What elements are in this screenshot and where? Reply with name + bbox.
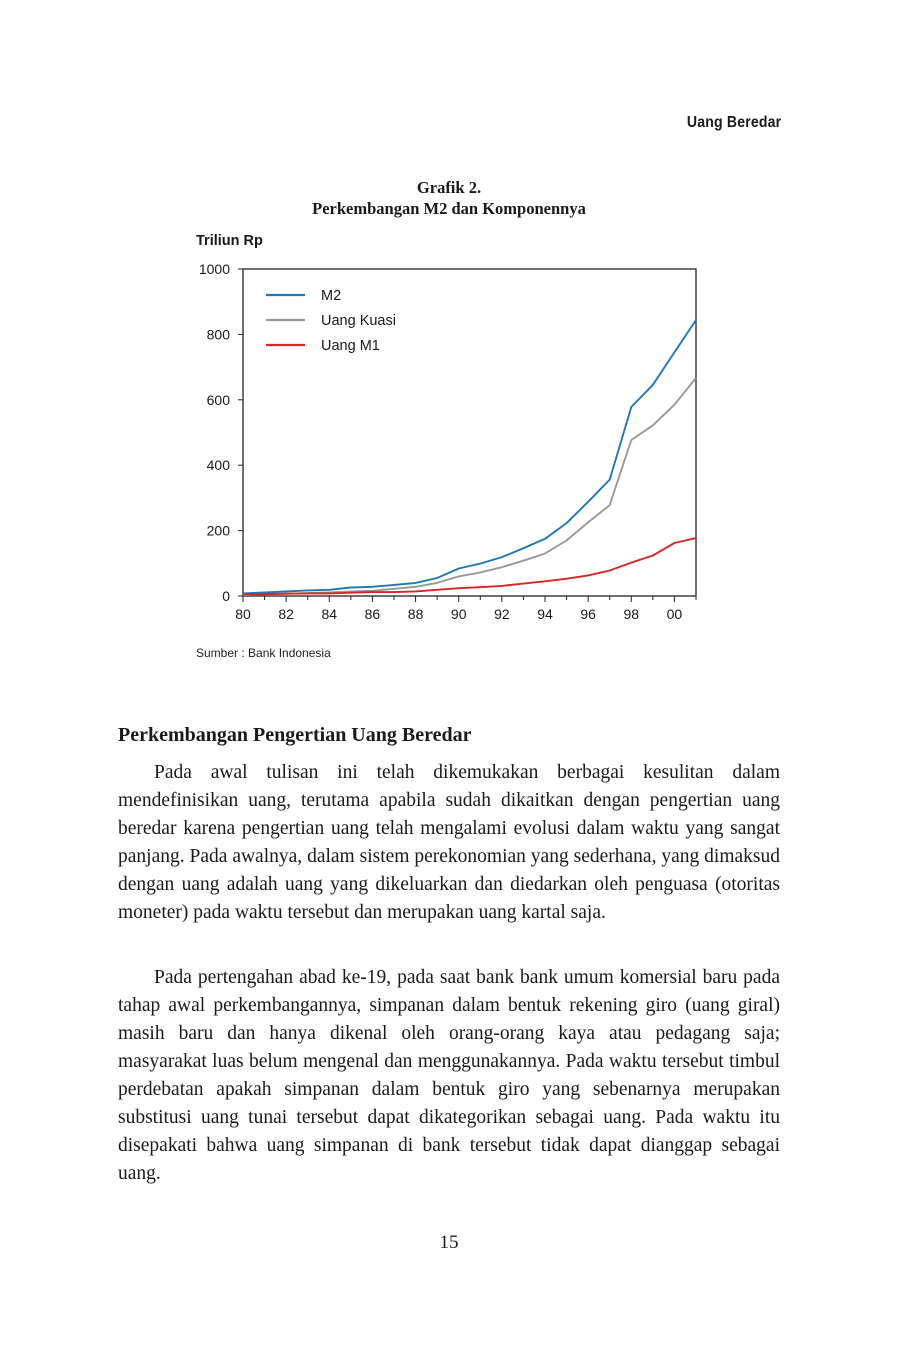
- y-tick-label: 800: [207, 326, 231, 342]
- section-heading: Perkembangan Pengertian Uang Beredar: [118, 724, 472, 746]
- x-tick-label: 92: [494, 606, 510, 622]
- legend-label-uang-m1: Uang M1: [321, 338, 380, 354]
- series-line-uang-kuasi: [242, 377, 697, 596]
- legend-label-m2: M2: [321, 288, 341, 304]
- paragraph-2: Pada pertengahan abad ke-19, pada saat b…: [118, 967, 780, 1184]
- x-tick-label: 94: [537, 606, 553, 622]
- x-tick-label: 00: [667, 606, 683, 622]
- y-tick-label: 600: [207, 392, 231, 408]
- figure-source: Sumber : Bank Indonesia: [196, 646, 331, 660]
- x-tick-label: 98: [623, 606, 639, 622]
- figure-title: Perkembangan M2 dan Komponennya: [312, 199, 586, 218]
- x-tick-label: 82: [278, 606, 294, 622]
- page-number: 15: [439, 1232, 459, 1253]
- line-chart: Triliun Rp 0 200 400 600 800 1000 80 82 84 86 88 9…: [196, 233, 697, 622]
- x-tick-label: 90: [451, 606, 467, 622]
- x-axis-ticks: 80 82 84 86 88 90 92 94 96 98 00: [235, 596, 697, 622]
- series-line-uang-m1: [242, 537, 697, 596]
- plot-frame: [242, 268, 697, 597]
- y-axis-label: Triliun Rp: [196, 233, 263, 249]
- x-tick-label: 96: [580, 606, 596, 622]
- running-header: Uang Beredar: [686, 114, 781, 131]
- x-tick-label: 80: [235, 606, 251, 622]
- figure-label: Grafik 2.: [416, 178, 482, 197]
- legend-label-uang-kuasi: Uang Kuasi: [321, 313, 396, 329]
- series-lines: [242, 319, 697, 596]
- y-tick-label: 200: [207, 523, 231, 539]
- y-tick-label: 400: [207, 457, 231, 473]
- paragraph-1: Pada awal tulisan ini telah dikemukakan …: [118, 762, 780, 923]
- x-tick-label: 84: [321, 606, 337, 622]
- y-tick-label: 0: [222, 588, 230, 604]
- series-line-m2: [242, 319, 697, 595]
- figure-caption: Grafik 2. Perkembangan M2 dan Komponenny…: [0, 177, 898, 219]
- y-tick-label: 1000: [199, 261, 230, 277]
- x-tick-label: 86: [365, 606, 381, 622]
- legend: M2 Uang Kuasi Uang M1: [266, 288, 396, 354]
- x-tick-label: 88: [408, 606, 424, 622]
- y-axis-ticks: 0 200 400 600 800 1000: [199, 261, 243, 604]
